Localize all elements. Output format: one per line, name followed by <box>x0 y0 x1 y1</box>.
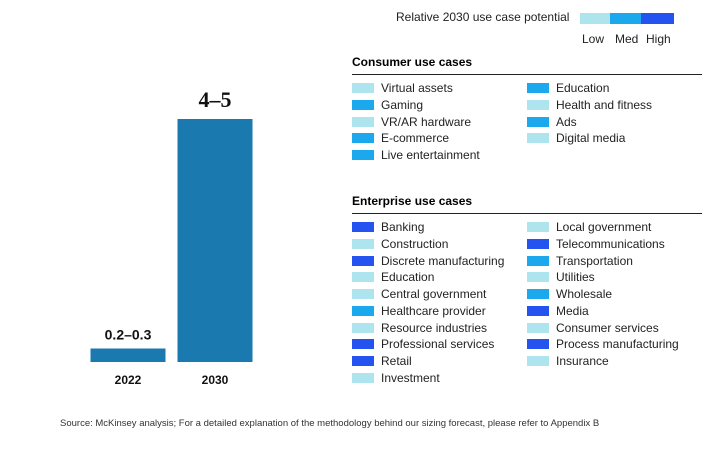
legend-title: Relative 2030 use case potential <box>396 10 570 24</box>
potential-low-swatch <box>352 116 374 127</box>
potential-med-swatch <box>352 150 374 160</box>
use-case-label: Digital media <box>556 131 626 146</box>
potential-high-swatch <box>352 356 374 366</box>
value-label-2022: 0.2–0.3 <box>105 327 152 343</box>
x-tick-label-2022: 2022 <box>115 373 142 387</box>
use-case-label: Discrete manufacturing <box>381 253 505 268</box>
potential-low-swatch <box>527 133 549 144</box>
enterprise-use-cases-panel: Enterprise use cases Banking Construction… <box>352 194 702 394</box>
potential-low-swatch <box>352 322 374 333</box>
potential-med-swatch <box>527 83 549 93</box>
potential-med-swatch <box>527 289 549 299</box>
use-case-label: Banking <box>381 220 425 234</box>
potential-high-swatch <box>527 238 549 249</box>
use-case-label: Gaming <box>381 97 424 112</box>
bar-chart: 0.2–0.3 2022 4–5 2030 <box>90 87 253 387</box>
use-case-label: Education <box>381 270 435 285</box>
potential-low-swatch <box>352 272 374 283</box>
use-case-label: Education <box>556 81 610 95</box>
bar-2022 <box>90 348 166 362</box>
potential-low-swatch <box>352 372 374 383</box>
potential-low-swatch <box>527 356 549 366</box>
x-tick-label-2030: 2030 <box>202 373 229 387</box>
use-case-label: Wholesale <box>556 287 613 301</box>
use-case-label: Local government <box>556 220 652 234</box>
potential-med-swatch <box>352 99 374 110</box>
legend-label-high: High <box>646 32 671 46</box>
potential-low-swatch <box>527 322 549 333</box>
use-case-label: Transportation <box>556 253 633 268</box>
potential-high-swatch <box>352 339 374 350</box>
legend-swatch-med <box>610 13 641 24</box>
potential-low-swatch <box>527 99 549 110</box>
enterprise-panel-title: Enterprise use cases <box>352 194 702 214</box>
use-case-label: VR/AR hardware <box>381 114 472 129</box>
source-footnote: Source: McKinsey analysis; For a detaile… <box>60 418 600 429</box>
use-case-label: Media <box>556 303 589 318</box>
legend-label-low: Low <box>582 32 605 46</box>
potential-high-swatch <box>527 339 549 350</box>
potential-low-swatch <box>352 83 374 93</box>
use-case-label: Live entertainment <box>381 148 480 162</box>
use-case-label: Healthcare provider <box>381 303 486 318</box>
consumer-panel-title: Consumer use cases <box>352 55 702 75</box>
use-case-label: E-commerce <box>381 131 450 146</box>
legend-label-med: Med <box>615 32 639 46</box>
use-case-label: Ads <box>556 114 577 129</box>
use-case-label: Resource industries <box>381 320 488 335</box>
use-case-label: Insurance <box>556 354 609 368</box>
use-case-label: Investment <box>381 370 440 385</box>
potential-high-swatch <box>527 305 549 316</box>
potential-med-swatch <box>352 305 374 316</box>
use-case-label: Process manufacturing <box>556 337 679 352</box>
potential-low-swatch <box>352 238 374 249</box>
value-label-2030: 4–5 <box>199 87 232 112</box>
use-case-label: Virtual assets <box>381 81 453 95</box>
potential-high-swatch <box>352 255 374 266</box>
consumer-use-cases-panel: Consumer use cases Virtual assets Gaming V… <box>352 55 702 175</box>
use-case-label: Professional services <box>381 337 495 352</box>
potential-high-swatch <box>352 222 374 232</box>
potential-med-swatch <box>527 116 549 127</box>
use-case-label: Utilities <box>556 270 595 285</box>
legend-swatch-high <box>641 13 674 24</box>
potential-low-swatch <box>527 272 549 283</box>
use-case-label: Health and fitness <box>556 97 653 112</box>
use-case-label: Telecommunications <box>556 236 665 251</box>
potential-low-swatch <box>527 222 549 232</box>
potential-med-swatch <box>352 133 374 144</box>
use-case-label: Construction <box>381 236 449 251</box>
bar-2030 <box>177 119 253 362</box>
potential-med-swatch <box>527 255 549 266</box>
potential-low-swatch <box>352 289 374 299</box>
potential-legend: Relative 2030 use case potential Low Med… <box>392 8 692 48</box>
use-case-label: Retail <box>381 354 412 368</box>
use-case-label: Consumer services <box>556 320 659 335</box>
legend-swatch-low <box>580 13 610 24</box>
use-case-label: Central government <box>381 287 487 301</box>
